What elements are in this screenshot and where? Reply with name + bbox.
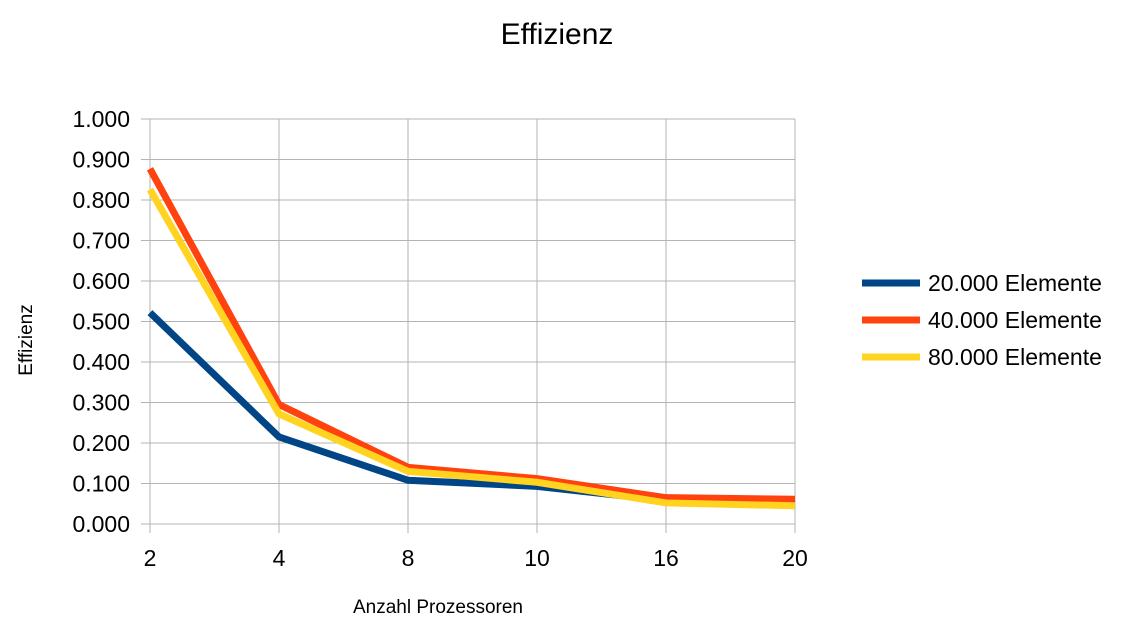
gridlines [141,118,796,533]
series-line-2 [146,167,796,503]
y-tick-label: 1.000 [72,106,130,132]
series-lines [146,167,796,510]
y-tick-label: 0.900 [72,147,130,173]
chart-title: Effizienz [501,18,614,51]
x-tick-label: 16 [653,545,679,571]
y-tick-label: 0.600 [72,268,130,294]
x-tick-label: 8 [402,545,415,571]
legend-label-2: 40.000 Elemente [928,307,1102,333]
y-tick-label: 0.700 [72,228,130,254]
series-line-3 [146,187,796,510]
x-axis-ticks: 2 4 8 10 16 20 [144,545,808,571]
y-tick-label: 0.200 [72,430,130,456]
y-tick-label: 0.400 [72,349,130,375]
y-tick-label: 0.500 [72,309,130,335]
y-axis-title: Effizienz [16,304,37,375]
x-tick-label: 20 [782,545,808,571]
legend: 20.000 Elemente 40.000 Elemente 80.000 Ele… [862,270,1102,370]
y-tick-label: 0.000 [72,511,130,537]
y-axis-ticks: 0.000 0.100 0.200 0.300 0.400 0.500 0.600 0.700… [72,106,130,537]
legend-label-3: 80.000 Elemente [928,344,1102,370]
y-tick-label: 0.100 [72,471,130,497]
x-axis-title: Anzahl Prozessoren [353,597,523,618]
legend-label-1: 20.000 Elemente [928,270,1102,296]
x-tick-label: 10 [524,545,550,571]
x-tick-label: 2 [144,545,157,571]
y-tick-label: 0.300 [72,390,130,416]
x-tick-label: 4 [273,545,286,571]
y-tick-label: 0.800 [72,187,130,213]
